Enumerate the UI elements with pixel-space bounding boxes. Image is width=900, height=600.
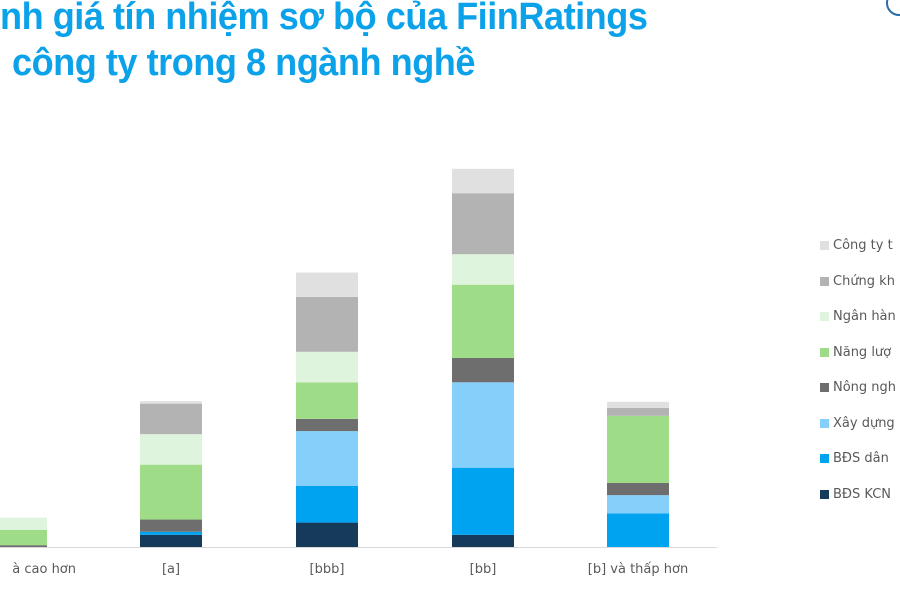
bar-segment xyxy=(452,254,514,285)
bar-segment xyxy=(452,357,514,383)
bar-segment xyxy=(0,545,47,547)
bar-segment xyxy=(296,431,358,486)
legend-swatch xyxy=(820,312,829,321)
bar-segment xyxy=(140,434,202,465)
legend-label: Công ty t xyxy=(833,238,893,253)
legend-swatch xyxy=(820,418,829,428)
legend-item: BĐS KCN xyxy=(820,487,891,502)
legend-swatch xyxy=(820,383,829,392)
bar-segment xyxy=(607,401,669,408)
legend-label: Nông ngh xyxy=(833,380,897,395)
legend-swatch xyxy=(820,489,829,499)
bar-segment xyxy=(452,534,514,547)
legend-swatch xyxy=(820,347,829,357)
bar-segment xyxy=(296,272,358,297)
bar-segment xyxy=(452,467,514,535)
bar-segment xyxy=(296,486,358,523)
category-label: [b] và thấp hơn xyxy=(588,562,688,577)
legend-item: Chứng kh xyxy=(820,274,895,289)
bar-segment xyxy=(296,522,358,547)
bar-segment xyxy=(607,482,669,496)
bar-segment xyxy=(0,517,47,530)
bar-segment xyxy=(140,534,202,547)
bar-segment xyxy=(452,382,514,468)
bar-segment xyxy=(140,464,202,520)
legend-label: BĐS dân xyxy=(833,451,889,466)
legend-label: Xây dựng xyxy=(833,415,895,431)
bar-segment xyxy=(296,418,358,432)
legend-item: Công ty t xyxy=(820,238,893,253)
bar-segment xyxy=(452,168,514,194)
bar-segment xyxy=(296,351,358,383)
bar-segment xyxy=(140,403,202,435)
bar-segment xyxy=(140,531,202,535)
legend-item: Nông ngh xyxy=(820,380,896,395)
legend-item: Ngân hàn xyxy=(820,309,896,324)
category-label: [bbb] xyxy=(310,562,345,577)
slide-title-line-2: công ty trong 8 ngành nghề xyxy=(12,42,475,84)
bar-segment xyxy=(607,495,669,514)
legend-label: Chứng kh xyxy=(833,273,895,289)
legend-label: Ngân hàn xyxy=(833,309,896,324)
legend-swatch xyxy=(820,276,829,286)
category-label: [bb] xyxy=(470,562,497,577)
bar-segment xyxy=(140,401,202,404)
bar-segment xyxy=(0,529,47,546)
legend-swatch xyxy=(820,454,829,463)
legend-label: Năng lượ xyxy=(833,344,892,360)
bar-segment xyxy=(607,513,669,547)
legend-swatch xyxy=(820,241,829,250)
bar-segment xyxy=(452,284,514,358)
bar-segment xyxy=(607,407,669,416)
legend-item: Năng lượ xyxy=(820,345,891,360)
bar-segment xyxy=(607,415,669,483)
legend-item: BĐS dân xyxy=(820,451,889,466)
logo-icon xyxy=(886,0,900,16)
slide-title-line-1: nh giá tín nhiệm sơ bộ của FiinRatings xyxy=(0,0,648,38)
category-label: [a] xyxy=(162,562,180,577)
bar-segment xyxy=(452,193,514,255)
bar-segment xyxy=(296,382,358,419)
category-label: à cao hơn xyxy=(12,562,76,577)
legend-item: Xây dựng xyxy=(820,416,895,431)
bar-segment xyxy=(140,519,202,532)
bar-segment xyxy=(296,296,358,352)
legend-label: BĐS KCN xyxy=(833,486,891,502)
